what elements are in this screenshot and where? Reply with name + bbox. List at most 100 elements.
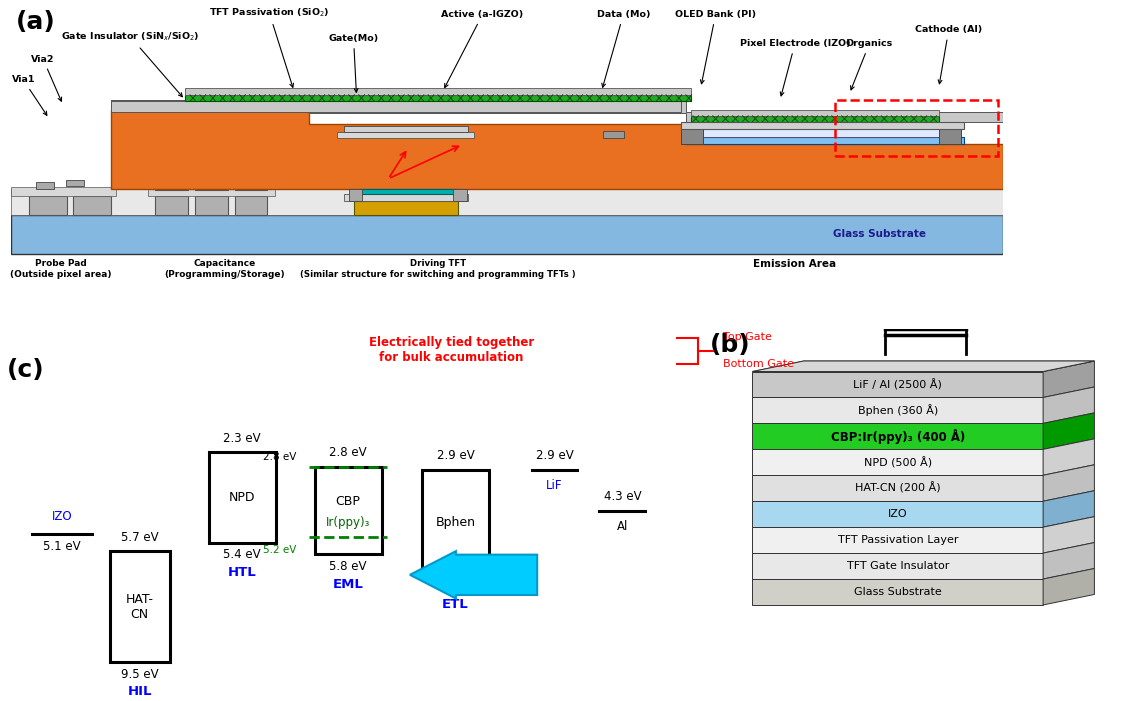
Bar [148,189,275,196]
Bar [155,196,188,215]
Text: HAT-CN (200 Å): HAT-CN (200 Å) [855,482,940,494]
Bar [155,182,188,190]
Text: Gate Insulator (SiN$_x$/SiO$_2$): Gate Insulator (SiN$_x$/SiO$_2$) [62,31,200,97]
Text: Electrically tied together
for bulk accumulation: Electrically tied together for bulk accu… [369,336,534,364]
Text: Via2: Via2 [32,55,62,101]
Text: Top Gate: Top Gate [723,332,772,342]
Bar [603,130,625,138]
Text: LiF: LiF [546,479,563,492]
Text: HAT-
CN: HAT- CN [125,592,154,620]
Bar [185,95,691,102]
Text: 5.8 eV: 5.8 eV [329,560,367,573]
Text: 5.7 eV: 5.7 eV [121,531,158,544]
Bar [11,187,115,196]
Bar [343,194,467,201]
Text: Bphen: Bphen [435,516,475,529]
Text: IZO: IZO [888,509,907,519]
Bar [343,126,467,132]
Text: Pixel Electrode (IZO): Pixel Electrode (IZO) [740,39,850,96]
Text: Organics: Organics [846,39,893,90]
Text: CBP:Ir(ppy)₃ (400 Å): CBP:Ir(ppy)₃ (400 Å) [831,429,964,444]
Polygon shape [752,475,1043,501]
Text: (c): (c) [7,358,44,381]
Text: Ir(ppy)₃: Ir(ppy)₃ [326,517,370,529]
Text: LiF / Al (2500 Å): LiF / Al (2500 Å) [854,379,942,390]
Polygon shape [111,110,1003,189]
Text: 2.9 eV: 2.9 eV [437,449,474,463]
Bar [195,196,228,215]
Text: Via1: Via1 [11,75,47,115]
Text: Bphen (360 Å): Bphen (360 Å) [857,404,938,416]
Text: 5.1 eV: 5.1 eV [43,540,81,552]
Text: 9.5 eV: 9.5 eV [121,667,158,681]
Polygon shape [1043,517,1094,553]
Text: Probe Pad
(Outside pixel area): Probe Pad (Outside pixel area) [10,259,112,279]
Text: TFT Passivation Layer: TFT Passivation Layer [838,535,958,545]
Bar [235,196,267,215]
Polygon shape [752,423,1043,449]
Bar [195,182,228,190]
Bar [315,467,382,554]
Bar [11,189,1003,215]
Polygon shape [752,553,1043,579]
Polygon shape [111,100,1003,122]
Text: OLED Bank (PI): OLED Bank (PI) [675,10,756,84]
Polygon shape [1043,387,1094,423]
Text: 2.8 eV: 2.8 eV [329,447,367,459]
Polygon shape [752,527,1043,553]
Polygon shape [1043,361,1094,397]
Bar [36,182,54,189]
Text: 2.3 eV: 2.3 eV [223,432,261,445]
Text: 2.8 eV: 2.8 eV [263,452,296,462]
Text: 5.2 eV: 5.2 eV [263,545,296,554]
Text: Cathode (Al): Cathode (Al) [915,25,983,84]
Text: Data (Mo): Data (Mo) [596,10,650,88]
Bar [111,100,304,110]
Text: Bottom Gate: Bottom Gate [723,359,795,369]
Text: 5.4 eV: 5.4 eV [223,548,261,562]
Polygon shape [1043,465,1094,501]
Polygon shape [1043,439,1094,475]
Bar [185,88,691,95]
Bar [686,129,944,137]
Text: 4.3 eV: 4.3 eV [603,490,641,503]
Bar [422,470,489,575]
Text: IZO: IZO [51,510,72,523]
Bar [30,196,67,215]
Text: 2.9 eV: 2.9 eV [536,449,573,463]
Bar [73,196,111,215]
Bar [353,201,457,215]
Polygon shape [1043,413,1094,449]
Polygon shape [752,397,1043,423]
Text: HIL: HIL [128,685,152,698]
Bar [681,122,963,129]
Bar [235,182,267,190]
Text: NPD: NPD [229,491,255,504]
Bar [11,215,1003,254]
Text: TFT Gate Insulator: TFT Gate Insulator [847,561,948,571]
Bar [453,189,466,201]
Text: ETL: ETL [442,598,469,611]
Text: TFT Passivation (SiO$_2$): TFT Passivation (SiO$_2$) [209,6,329,88]
Bar [686,137,963,144]
Text: Gate(Mo): Gate(Mo) [328,34,378,93]
Text: HTL: HTL [228,566,256,579]
Bar [209,452,276,543]
Polygon shape [752,361,1094,372]
Bar [681,125,702,144]
Bar [358,189,457,194]
Text: 6.5 eV: 6.5 eV [437,580,474,594]
Polygon shape [752,579,1043,605]
Text: Al: Al [617,520,628,533]
Text: EML: EML [333,578,364,590]
Text: Active (a-IGZO): Active (a-IGZO) [441,10,523,88]
Bar [109,552,170,662]
Text: (b): (b) [709,333,750,357]
Text: Glass Substrate: Glass Substrate [832,229,926,240]
Text: CBP: CBP [335,496,360,508]
Bar [349,189,363,201]
Polygon shape [752,361,1094,372]
Text: Emission Area: Emission Area [754,259,837,269]
Bar [111,102,681,111]
Polygon shape [752,501,1043,527]
